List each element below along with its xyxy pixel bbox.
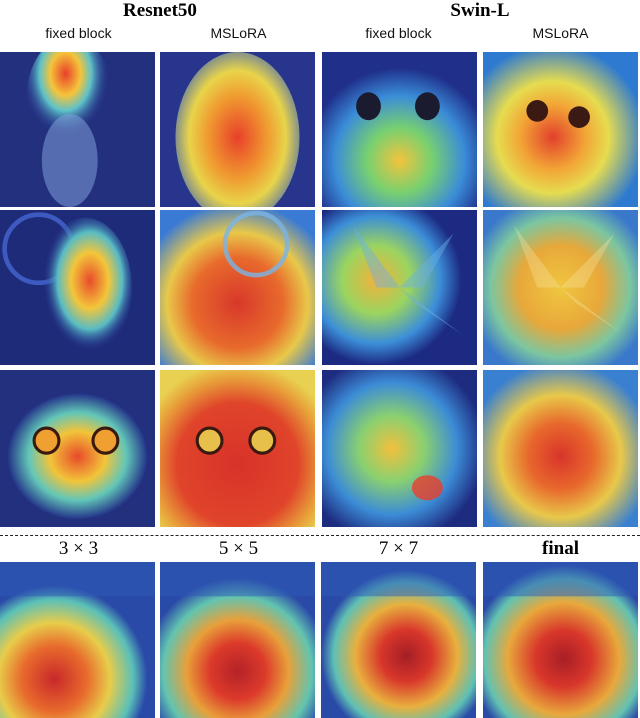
heatmap-r1-resnet-mslora: [160, 52, 315, 207]
heatmap-r1-resnet-fixed: [0, 52, 155, 207]
heatmap-r1-swin-fixed: [322, 52, 477, 207]
heatmap-r3-swin-mslora: [483, 370, 638, 527]
section-divider: [0, 535, 640, 536]
scale-label-5x5: 5 × 5: [218, 538, 259, 559]
heatmap-scale-7x7: [321, 562, 476, 718]
scale-label-final: final: [542, 538, 579, 559]
swin-l-title: Swin-L: [450, 0, 510, 21]
scale-label-3x3: 3 × 3: [58, 538, 99, 559]
resnet50-title: Resnet50: [123, 0, 197, 21]
col-label-swin-fixed: fixed block: [365, 25, 432, 41]
heatmap-scale-final: [483, 562, 638, 718]
col-label-resnet-mslora: MSLoRA: [210, 25, 267, 41]
heatmap-r2-resnet-mslora: [160, 210, 315, 365]
heatmap-r3-swin-fixed: [322, 370, 477, 527]
heatmap-r2-swin-fixed: [322, 210, 477, 365]
heatmap-scale-3x3: [0, 562, 155, 718]
heatmap-r3-resnet-mslora: [160, 370, 315, 527]
heatmap-scale-5x5: [160, 562, 315, 718]
scale-label-7x7: 7 × 7: [378, 538, 419, 559]
col-label-resnet-fixed: fixed block: [45, 25, 112, 41]
heatmap-r1-swin-mslora: [483, 52, 638, 207]
heatmap-r3-resnet-fixed: [0, 370, 155, 527]
heatmap-r2-resnet-fixed: [0, 210, 155, 365]
heatmap-r2-swin-mslora: [483, 210, 638, 365]
col-label-swin-mslora: MSLoRA: [532, 25, 589, 41]
